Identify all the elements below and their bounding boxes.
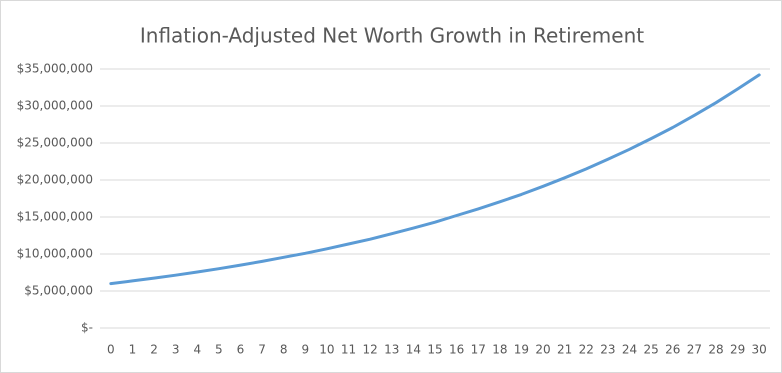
x-tick-label: 26 bbox=[665, 343, 680, 357]
x-tick-label: 17 bbox=[471, 343, 486, 357]
x-tick-label: 2 bbox=[150, 343, 158, 357]
y-tick-label: $35,000,000 bbox=[17, 62, 93, 76]
x-tick-label: 3 bbox=[172, 343, 180, 357]
x-tick-label: 9 bbox=[302, 343, 310, 357]
x-tick-label: 20 bbox=[535, 343, 550, 357]
x-tick-label: 19 bbox=[514, 343, 529, 357]
x-tick-label: 5 bbox=[215, 343, 223, 357]
y-tick-label: $15,000,000 bbox=[17, 210, 93, 224]
x-tick-label: 15 bbox=[427, 343, 442, 357]
x-tick-label: 23 bbox=[600, 343, 615, 357]
x-tick-label: 30 bbox=[752, 343, 767, 357]
x-tick-label: 24 bbox=[622, 343, 637, 357]
chart-title: Inflation-Adjusted Net Worth Growth in R… bbox=[140, 24, 644, 48]
x-tick-label: 22 bbox=[579, 343, 594, 357]
x-tick-label: 18 bbox=[492, 343, 507, 357]
x-tick-label: 11 bbox=[341, 343, 356, 357]
x-tick-label: 12 bbox=[363, 343, 378, 357]
x-tick-label: 8 bbox=[280, 343, 288, 357]
x-tick-label: 14 bbox=[406, 343, 421, 357]
x-tick-label: 28 bbox=[708, 343, 723, 357]
x-tick-label: 4 bbox=[193, 343, 201, 357]
y-tick-label: $10,000,000 bbox=[17, 247, 93, 261]
x-tick-label: 6 bbox=[237, 343, 245, 357]
y-tick-label: $- bbox=[81, 321, 93, 335]
x-tick-label: 10 bbox=[319, 343, 334, 357]
data-line bbox=[109, 73, 761, 286]
x-tick-label: 1 bbox=[129, 343, 137, 357]
x-tick-label: 0 bbox=[107, 343, 115, 357]
x-tick-label: 16 bbox=[449, 343, 464, 357]
x-tick-label: 13 bbox=[384, 343, 399, 357]
y-tick-label: $30,000,000 bbox=[17, 99, 93, 113]
x-tick-label: 7 bbox=[258, 343, 266, 357]
x-tick-label: 27 bbox=[687, 343, 702, 357]
x-tick-label: 21 bbox=[557, 343, 572, 357]
x-tick-label: 29 bbox=[730, 343, 745, 357]
y-tick-label: $20,000,000 bbox=[17, 173, 93, 187]
x-tick-label: 25 bbox=[643, 343, 658, 357]
y-tick-label: $25,000,000 bbox=[17, 136, 93, 150]
y-tick-label: $5,000,000 bbox=[24, 284, 93, 298]
